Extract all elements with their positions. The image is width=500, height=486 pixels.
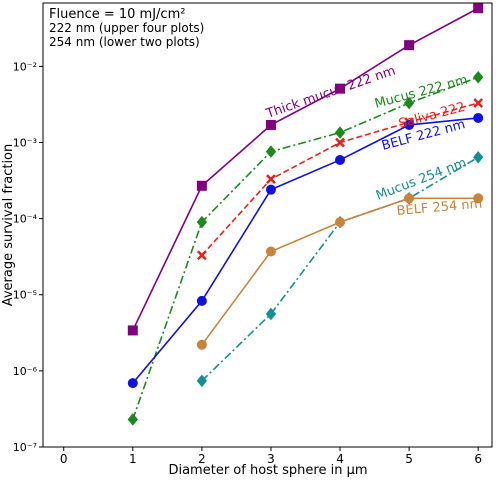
y-tick-label: 10⁻⁶ — [13, 365, 38, 378]
marker — [473, 193, 484, 204]
marker — [266, 174, 276, 185]
series-line — [132, 7, 479, 331]
marker — [473, 3, 484, 14]
marker — [404, 193, 415, 204]
series-line — [201, 156, 479, 382]
x-axis-label: Diameter of host sphere in μm — [168, 463, 367, 478]
y-tick-label: 10⁻² — [13, 60, 37, 73]
marker — [265, 119, 276, 130]
y-tick-label: 10⁻³ — [13, 136, 37, 149]
marker — [196, 339, 207, 350]
y-tick-label: 10⁻⁵ — [13, 289, 37, 302]
marker — [196, 215, 208, 229]
plot-frame — [42, 2, 493, 448]
marker — [196, 180, 207, 191]
marker — [404, 40, 415, 51]
marker — [127, 325, 138, 336]
marker — [265, 145, 277, 158]
x-tick-label: 2 — [198, 452, 206, 466]
marker — [127, 378, 138, 389]
x-tick-label: 1 — [129, 452, 137, 466]
marker — [335, 154, 346, 165]
marker — [473, 150, 484, 164]
marker — [404, 119, 415, 130]
marker — [473, 70, 484, 84]
series-label: BELF 254 nm — [396, 197, 483, 219]
marker — [196, 295, 207, 306]
x-tick-label: 4 — [336, 452, 344, 466]
series-line — [132, 76, 479, 420]
y-axis-label: Average survival fraction — [1, 144, 16, 307]
x-tick-label: 6 — [474, 452, 482, 466]
marker — [335, 217, 346, 228]
marker — [265, 307, 277, 321]
marker — [335, 137, 345, 148]
series-line — [132, 117, 479, 384]
x-tick-label: 5 — [405, 452, 413, 466]
marker — [265, 246, 276, 257]
marker — [265, 184, 276, 195]
plot-area — [127, 3, 484, 426]
series-label: Mucus 254 nm — [374, 155, 469, 203]
x-tick-label: 3 — [267, 452, 275, 466]
marker — [196, 250, 207, 261]
marker — [196, 374, 208, 388]
x-tick-label: 0 — [60, 452, 68, 466]
marker — [403, 96, 415, 110]
marker — [473, 98, 484, 108]
y-tick-label: 10⁻⁴ — [13, 213, 38, 226]
series-label: Thick mucus 222 nm — [263, 63, 397, 122]
marker — [127, 413, 138, 426]
note: Fluence = 10 mJ/cm² — [49, 7, 185, 22]
note: 254 nm (lower two plots) — [49, 35, 200, 49]
note: 222 nm (upper four plots) — [49, 21, 204, 35]
marker — [335, 83, 346, 94]
marker — [334, 126, 346, 139]
y-tick-label: 10⁻⁷ — [13, 441, 37, 454]
marker — [473, 112, 484, 123]
